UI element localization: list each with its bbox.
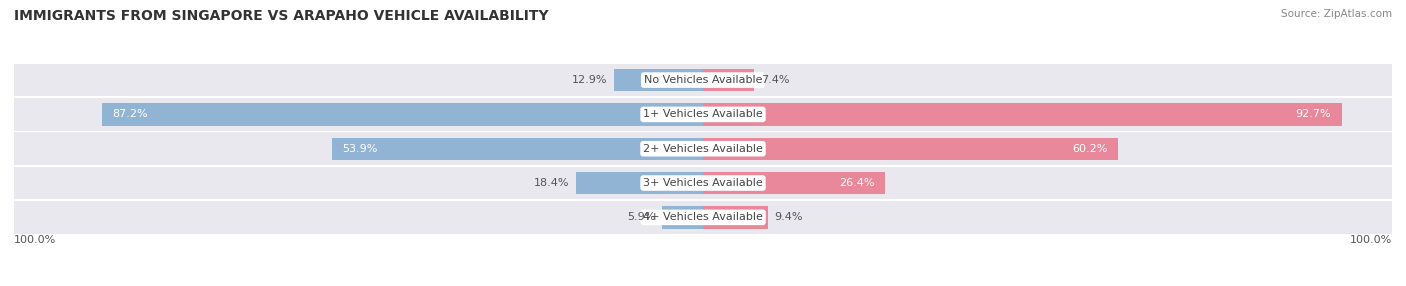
Text: 2+ Vehicles Available: 2+ Vehicles Available xyxy=(643,144,763,154)
Bar xyxy=(703,103,1341,126)
Bar xyxy=(614,69,703,91)
Bar xyxy=(576,172,703,194)
Bar xyxy=(103,103,703,126)
Text: 87.2%: 87.2% xyxy=(112,110,148,119)
Bar xyxy=(14,132,1392,165)
Bar xyxy=(703,172,884,194)
Text: 92.7%: 92.7% xyxy=(1296,110,1331,119)
Bar xyxy=(14,98,1392,131)
Text: 7.4%: 7.4% xyxy=(761,75,789,85)
Bar xyxy=(662,206,703,229)
Text: 60.2%: 60.2% xyxy=(1071,144,1108,154)
Text: 18.4%: 18.4% xyxy=(534,178,569,188)
Text: 4+ Vehicles Available: 4+ Vehicles Available xyxy=(643,212,763,222)
Bar xyxy=(14,64,1392,96)
Bar xyxy=(14,167,1392,199)
Bar xyxy=(332,138,703,160)
Text: 9.4%: 9.4% xyxy=(775,212,803,222)
Bar xyxy=(703,138,1118,160)
Text: Source: ZipAtlas.com: Source: ZipAtlas.com xyxy=(1281,9,1392,19)
Text: 26.4%: 26.4% xyxy=(839,178,875,188)
Text: 53.9%: 53.9% xyxy=(342,144,377,154)
Text: No Vehicles Available: No Vehicles Available xyxy=(644,75,762,85)
Bar xyxy=(703,206,768,229)
Text: 1+ Vehicles Available: 1+ Vehicles Available xyxy=(643,110,763,119)
Text: 100.0%: 100.0% xyxy=(14,235,56,245)
Text: 5.9%: 5.9% xyxy=(627,212,655,222)
Text: 3+ Vehicles Available: 3+ Vehicles Available xyxy=(643,178,763,188)
Bar xyxy=(703,69,754,91)
Text: 12.9%: 12.9% xyxy=(572,75,607,85)
Bar xyxy=(14,201,1392,234)
Text: IMMIGRANTS FROM SINGAPORE VS ARAPAHO VEHICLE AVAILABILITY: IMMIGRANTS FROM SINGAPORE VS ARAPAHO VEH… xyxy=(14,9,548,23)
Text: 100.0%: 100.0% xyxy=(1350,235,1392,245)
